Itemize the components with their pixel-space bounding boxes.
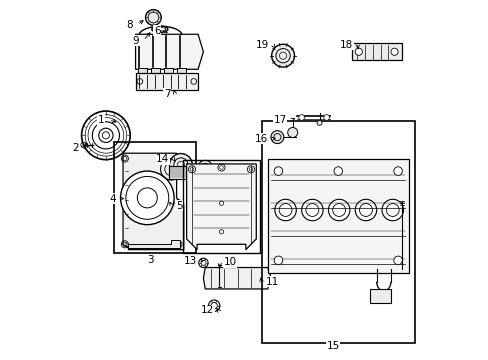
Circle shape — [393, 167, 402, 175]
Bar — [183, 160, 259, 253]
Circle shape — [121, 171, 174, 225]
Circle shape — [274, 167, 282, 175]
Circle shape — [381, 199, 403, 221]
Text: 12: 12 — [201, 305, 214, 315]
Circle shape — [354, 199, 376, 221]
Bar — [135, 73, 198, 90]
Circle shape — [298, 114, 304, 120]
Bar — [177, 68, 185, 78]
Circle shape — [274, 199, 296, 221]
Bar — [138, 68, 147, 78]
Polygon shape — [123, 153, 183, 249]
Bar — [351, 43, 401, 60]
Circle shape — [323, 114, 329, 120]
Circle shape — [169, 154, 192, 176]
Circle shape — [354, 48, 362, 55]
Bar — [369, 289, 390, 303]
Text: 8: 8 — [126, 19, 133, 30]
Text: 16: 16 — [254, 134, 267, 144]
Bar — [151, 68, 160, 78]
Text: 17: 17 — [273, 115, 286, 125]
Text: 6: 6 — [154, 26, 160, 36]
Circle shape — [271, 44, 294, 67]
Circle shape — [316, 120, 322, 125]
Circle shape — [201, 183, 208, 190]
Text: 3: 3 — [147, 255, 154, 265]
Bar — [267, 158, 408, 273]
Circle shape — [333, 167, 342, 175]
Circle shape — [301, 199, 323, 221]
Polygon shape — [186, 164, 256, 249]
Text: 2: 2 — [72, 143, 78, 153]
Text: 9: 9 — [132, 36, 139, 46]
Polygon shape — [135, 34, 203, 69]
Circle shape — [270, 131, 283, 144]
Circle shape — [328, 199, 349, 221]
Text: 7: 7 — [163, 89, 170, 99]
Bar — [114, 143, 196, 253]
Circle shape — [393, 256, 402, 265]
Circle shape — [274, 256, 282, 265]
Text: 14: 14 — [156, 154, 169, 164]
Bar — [261, 121, 414, 342]
Text: 11: 11 — [265, 277, 279, 287]
Text: 10: 10 — [224, 257, 236, 267]
Text: 1: 1 — [98, 115, 104, 125]
Text: 4: 4 — [109, 194, 116, 203]
Polygon shape — [128, 240, 180, 248]
Polygon shape — [203, 267, 271, 289]
Text: 19: 19 — [255, 40, 268, 50]
Bar — [164, 68, 173, 78]
Circle shape — [145, 10, 161, 25]
Text: 13: 13 — [183, 256, 197, 266]
Text: 15: 15 — [326, 341, 339, 351]
Circle shape — [287, 127, 297, 138]
Bar — [169, 166, 192, 179]
Text: 18: 18 — [340, 40, 353, 50]
Circle shape — [390, 48, 397, 55]
Text: 5: 5 — [176, 201, 182, 211]
